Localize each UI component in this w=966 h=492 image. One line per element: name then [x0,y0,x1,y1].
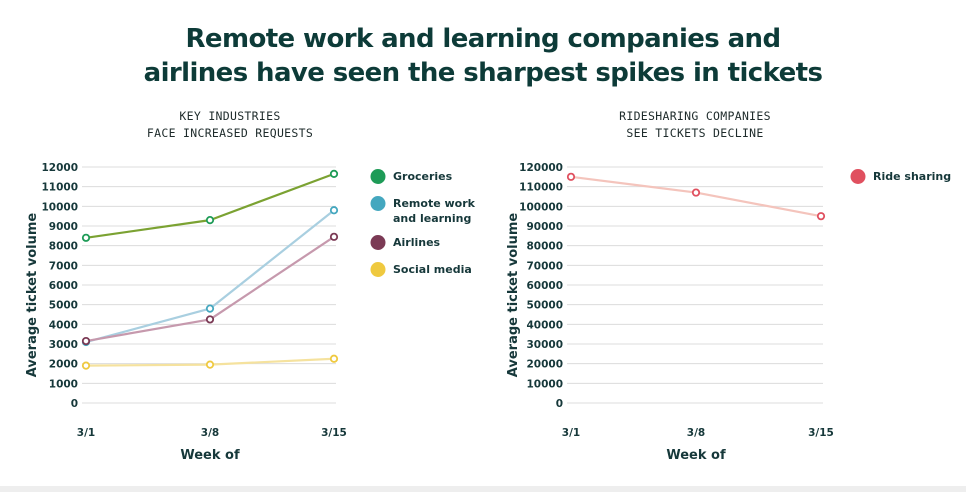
left-chart: 0 1000 2000 3000 4000 5000 6000 7000 8000 9000 100… [25,162,476,463]
left-y-tick-label: 11000 [41,182,78,194]
right-x-tick-label: 3/1 [562,427,580,439]
right-chart: 0 10000 20000 30000 40000 50000 60000 70000 8000… [506,162,951,463]
right-y-tick-label: 90000 [526,221,563,233]
right-y-tick-label: 40000 [526,319,563,331]
right-data-point [566,172,576,181]
left-y-tick-label: 8000 [49,241,78,253]
left-y-tick-label: 9000 [49,221,78,233]
right-y-tick-label: 110000 [519,182,563,194]
left-legend-label: and learning [393,212,471,225]
right-legend-label: Ride sharing [873,170,951,183]
right-y-tick-label: 100000 [519,201,563,213]
right-y-tick-label: 0 [556,398,563,410]
left-series-line [84,235,336,343]
left-data-point [81,336,91,346]
left-x-axis-title: Week of [180,448,240,463]
left-legend-label: Social media [393,263,472,276]
right-legend: Ride sharing [850,169,951,184]
left-y-axis-title: Average ticket volume [25,213,40,378]
left-data-point [205,360,215,369]
left-legend-swatch [370,235,386,250]
left-x-tick-label: 3/1 [77,427,95,439]
left-y-tick-labels: 0 1000 2000 3000 4000 5000 6000 7000 8000 9000 100… [41,162,78,410]
right-y-tick-labels: 0 10000 20000 30000 40000 50000 60000 70000 8000… [519,162,563,410]
left-x-tick-label: 3/8 [201,427,219,439]
left-legend: Groceries Remote work and learning Airlines… [370,169,476,277]
left-y-tick-label: 3000 [49,339,78,351]
headline-line-2: airlines have seen the sharpest spikes i… [143,58,823,88]
right-y-axis-title: Average ticket volume [506,213,521,378]
headline-line-1: Remote work and learning companies and [185,24,782,54]
right-data-point [691,188,701,197]
left-y-tick-label: 10000 [41,201,78,213]
right-y-tick-label: 20000 [526,359,563,371]
left-legend-label: Airlines [393,236,441,249]
right-x-tick-label: 3/15 [808,427,834,439]
right-y-tick-label: 120000 [519,162,563,174]
right-data-point [816,212,826,221]
left-data-point [329,232,339,241]
right-chart-title-line-1: RIDESHARING COMPANIES [619,109,771,123]
right-y-tick-label: 10000 [526,378,563,390]
left-y-tick-label: 6000 [49,280,78,292]
left-y-tick-label: 12000 [41,162,78,174]
right-legend-item: Ride sharing [850,169,951,184]
right-chart-title-line-2: SEE TICKETS DECLINE [626,126,764,140]
left-y-tick-label: 5000 [49,300,78,312]
right-y-tick-label: 80000 [526,241,563,253]
left-data-point [329,354,339,363]
left-x-tick-label: 3/15 [321,427,347,439]
left-data-point [205,216,215,225]
left-legend-swatch [370,262,386,277]
left-x-tick-labels: 3/1 3/8 3/15 [77,427,347,439]
left-data-point [329,206,339,215]
right-legend-swatch [850,169,866,184]
left-data-point [205,304,215,313]
left-series-markers [81,169,339,370]
left-chart-title: KEY INDUSTRIES FACE INCREASED REQUESTS [60,108,400,142]
left-series-lines [84,172,336,367]
left-chart-title-line-2: FACE INCREASED REQUESTS [146,126,314,140]
left-legend-item: Social media [370,262,472,277]
right-x-tick-label: 3/8 [687,427,705,439]
left-y-tick-label: 2000 [49,359,78,371]
left-y-tick-label: 1000 [49,378,78,390]
left-data-point [329,169,339,178]
bottom-divider [0,486,966,492]
left-data-point [81,233,91,242]
right-gridlines [567,166,823,404]
left-y-tick-label: 7000 [49,260,78,272]
left-legend-swatch [370,169,386,184]
left-y-tick-label: 0 [71,398,78,410]
left-data-point [81,361,91,370]
left-data-point [205,315,215,324]
right-y-tick-label: 30000 [526,339,563,351]
left-legend-swatch [370,196,386,211]
left-chart-title-line-1: KEY INDUSTRIES [179,109,281,123]
left-legend-item: Remote work and learning [370,196,476,225]
left-legend-item: Groceries [370,169,453,184]
right-x-tick-labels: 3/1 3/8 3/15 [562,427,834,439]
right-series-markers [566,172,826,221]
right-y-tick-label: 70000 [526,260,563,272]
right-x-axis-title: Week of [666,448,726,463]
left-legend-item: Airlines [370,235,441,250]
right-chart-title: RIDESHARING COMPANIES SEE TICKETS DECLIN… [530,108,860,142]
left-legend-label: Groceries [393,170,453,183]
right-y-tick-label: 50000 [526,300,563,312]
right-y-tick-label: 60000 [526,280,563,292]
left-legend-label: Remote work [393,197,476,210]
left-y-tick-label: 4000 [49,319,78,331]
